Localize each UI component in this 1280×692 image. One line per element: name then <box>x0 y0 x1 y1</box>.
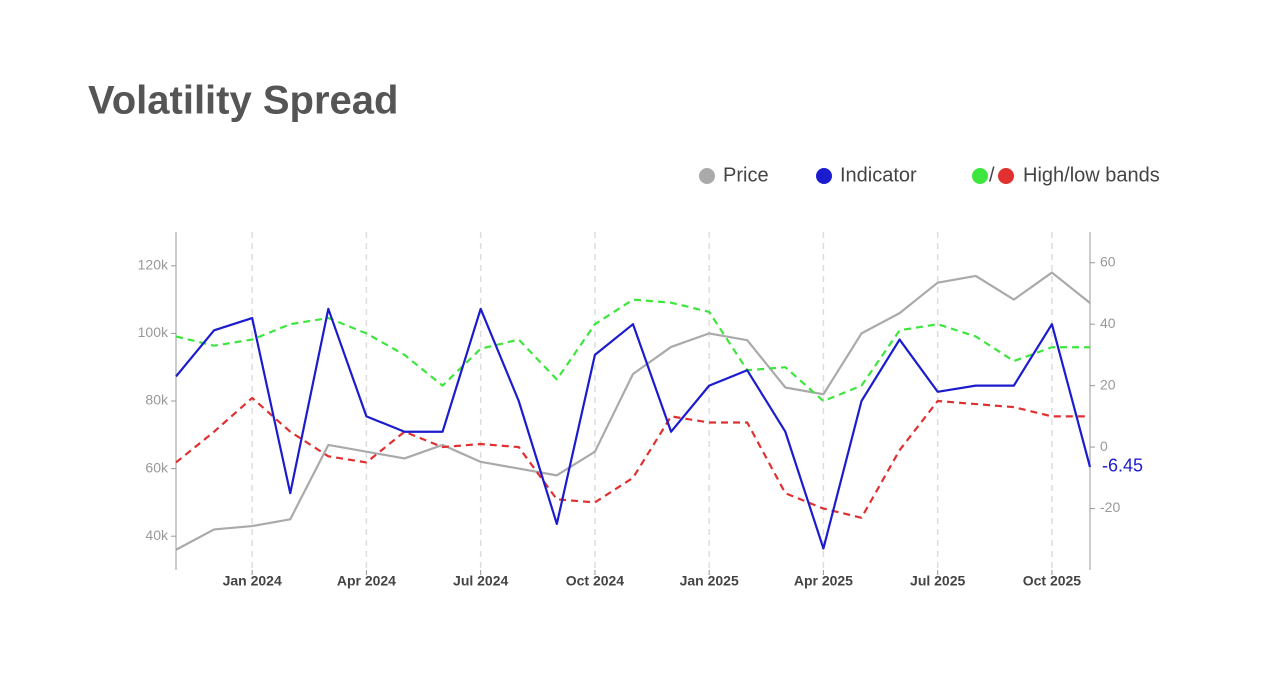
legend-marker <box>972 168 988 184</box>
y-tick-label: 80k <box>145 392 169 408</box>
y-tick-label: 40k <box>145 527 169 543</box>
series-line <box>175 271 1091 551</box>
y-tick-label: 100k <box>138 324 169 340</box>
x-tick-label: Jan 2025 <box>680 573 739 589</box>
legend-label: Price <box>723 164 769 186</box>
y2-tick-label: -20 <box>1100 499 1120 515</box>
y2-tick-label: 40 <box>1100 315 1116 331</box>
x-tick-label: Oct 2025 <box>1023 573 1082 589</box>
legend-marker <box>816 168 832 184</box>
y-tick-label: 60k <box>145 459 169 475</box>
x-tick-label: Jul 2025 <box>910 573 965 589</box>
chart-title: Volatility Spread <box>88 79 398 123</box>
series-line <box>175 298 1090 403</box>
y2-tick-label: 0 <box>1100 438 1108 454</box>
legend-label: Indicator <box>840 164 917 186</box>
y2-tick-label: 60 <box>1100 253 1116 269</box>
y2-tick-label: 20 <box>1100 376 1116 392</box>
y-tick-label: 120k <box>138 257 169 273</box>
legend-separator: / <box>989 164 995 186</box>
series-line <box>175 396 1090 519</box>
legend-marker <box>998 168 1014 184</box>
x-tick-label: Jan 2024 <box>223 573 282 589</box>
x-tick-label: Apr 2024 <box>337 573 396 589</box>
series-line <box>175 307 1092 550</box>
value-label: -6.45 <box>1102 456 1143 476</box>
legend-label: High/low bands <box>1023 164 1160 186</box>
x-tick-label: Apr 2025 <box>794 573 853 589</box>
x-tick-label: Oct 2024 <box>566 573 625 589</box>
legend-marker <box>699 168 715 184</box>
x-tick-label: Jul 2024 <box>453 573 508 589</box>
